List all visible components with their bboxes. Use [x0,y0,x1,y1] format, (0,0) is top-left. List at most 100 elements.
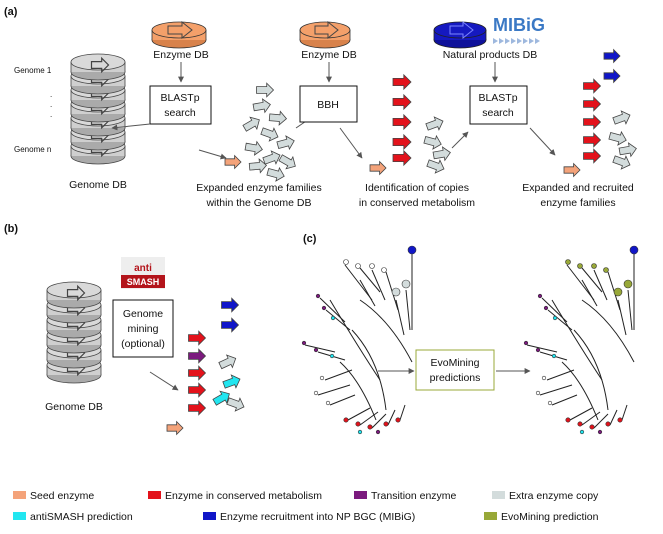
legend-swatch-evomining [484,512,497,520]
mibig-node [407,245,417,255]
legend-swatch-antismash [13,512,26,520]
conserved-copies-cluster [369,73,451,176]
genome-1-label: Genome 1 [14,66,52,75]
leaf-node [319,375,325,381]
leaf-node [577,263,583,269]
conserved-node [383,421,389,427]
seed-enzyme-icon [563,162,581,178]
genome-mining-line2: mining [128,323,159,335]
antismash-node [579,429,585,435]
genome-dot-3: . [50,110,52,119]
recruited-families-cluster [563,48,637,178]
bbh-label: BBH [317,99,339,111]
extra-enzyme-icon [426,159,445,174]
phylogenetic-tree-right [523,245,639,435]
extra-enzyme-icon [262,150,281,165]
legend-label-mibig: Enzyme recruitment into NP BGC (MIBiG) [220,511,415,523]
conserved-enzyme-icon [583,96,602,112]
antismash-enzyme-icon [222,374,241,389]
seed-enzyme-icon [166,420,184,436]
conserved-enzyme-icon [583,148,602,164]
conserved-node [355,421,361,427]
leaf-node [325,400,331,406]
panel-a-label: (a) [4,6,18,18]
conserved-enzyme-icon [583,114,602,130]
antismash-node [357,429,363,435]
leaf-node [623,279,633,289]
leaf-node [343,259,349,265]
conserved-node [395,417,401,423]
caption-recruited-1: Expanded and recruited [522,182,634,194]
leaf-node [391,287,401,297]
leaf-node [613,287,623,297]
natural-products-db-label: Natural products DB [443,49,538,61]
extra-enzyme-icon [248,158,268,174]
blastp-2-line2: search [482,107,514,119]
conserved-node [577,421,583,427]
enzyme-db-1-label: Enzyme DB [153,49,208,61]
genome-dot-2: . [50,100,52,109]
genome-db-label: Genome DB [69,179,127,191]
evomining-box [415,349,495,391]
extra-enzyme-icon [423,134,442,150]
extra-enzyme-icon [608,130,627,146]
caption-copies-1: Identification of copies [365,182,469,194]
antismash-node [330,315,336,321]
antismash-node [552,315,558,321]
conserved-enzyme-icon [188,365,207,381]
conserved-node [565,417,571,423]
conserved-enzyme-icon [188,382,207,398]
phylogenetic-tree-left [301,245,417,435]
extra-enzyme-icon [268,110,288,126]
leaf-node [381,267,387,273]
leaf-node [535,390,541,396]
legend-swatch-transition [354,491,367,499]
legend-label-transition: Transition enzyme [371,490,457,502]
transition-node [543,305,549,311]
genome-db-stack [70,53,126,165]
blastp-1-line1: BLASTp [160,92,199,104]
conserved-enzyme-icon [188,400,207,416]
antismash-logo: anti SMASH [121,257,165,289]
genome-n-label: Genome n [14,145,51,154]
transition-node [537,293,543,299]
mibig-logo: MIBiG [493,15,545,35]
conserved-enzyme-icon [188,330,207,346]
transition-node [315,293,321,299]
mibig-logo-arrows [493,38,540,44]
mibig-enzyme-icon [221,317,240,333]
extra-enzyme-icon [260,127,279,142]
genome-db-label-b: Genome DB [45,401,103,413]
transition-node [301,340,307,346]
legend-swatch-conserved [148,491,161,499]
leaf-node [591,263,597,269]
extra-enzyme-icon [252,98,271,114]
enzyme-db-2-icon [299,20,351,49]
legend-label-conserved: Enzyme in conserved metabolism [165,490,322,502]
extra-enzyme-icon [244,140,263,156]
legend-label-antismash: antiSMASH prediction [30,511,133,523]
conserved-enzyme-icon [392,149,412,167]
blastp-2-line1: BLASTp [478,92,517,104]
extra-enzyme-icon [276,135,295,151]
extra-enzyme-icon [218,354,237,370]
conserved-node [589,424,595,430]
leaf-node [565,259,571,265]
blastp-search-box-1 [149,85,212,125]
leaf-node [547,400,553,406]
evomining-line2: predictions [430,372,481,384]
conserved-node [617,417,623,423]
antismash-logo-smash: SMASH [127,277,160,287]
conserved-enzyme-icon [392,93,412,111]
extra-enzyme-icon [278,154,296,170]
antismash-node [329,353,335,359]
transition-node [321,305,327,311]
extra-enzyme-icon [612,155,631,170]
panel-b-label: (b) [4,223,18,235]
extra-enzyme-icon [432,146,451,162]
caption-expanded-families-2: within the Genome DB [205,197,311,209]
bbh-box [299,85,358,123]
conserved-node [343,417,349,423]
enzyme-db-1-icon [151,20,207,49]
caption-copies-2: in conserved metabolism [359,197,475,209]
